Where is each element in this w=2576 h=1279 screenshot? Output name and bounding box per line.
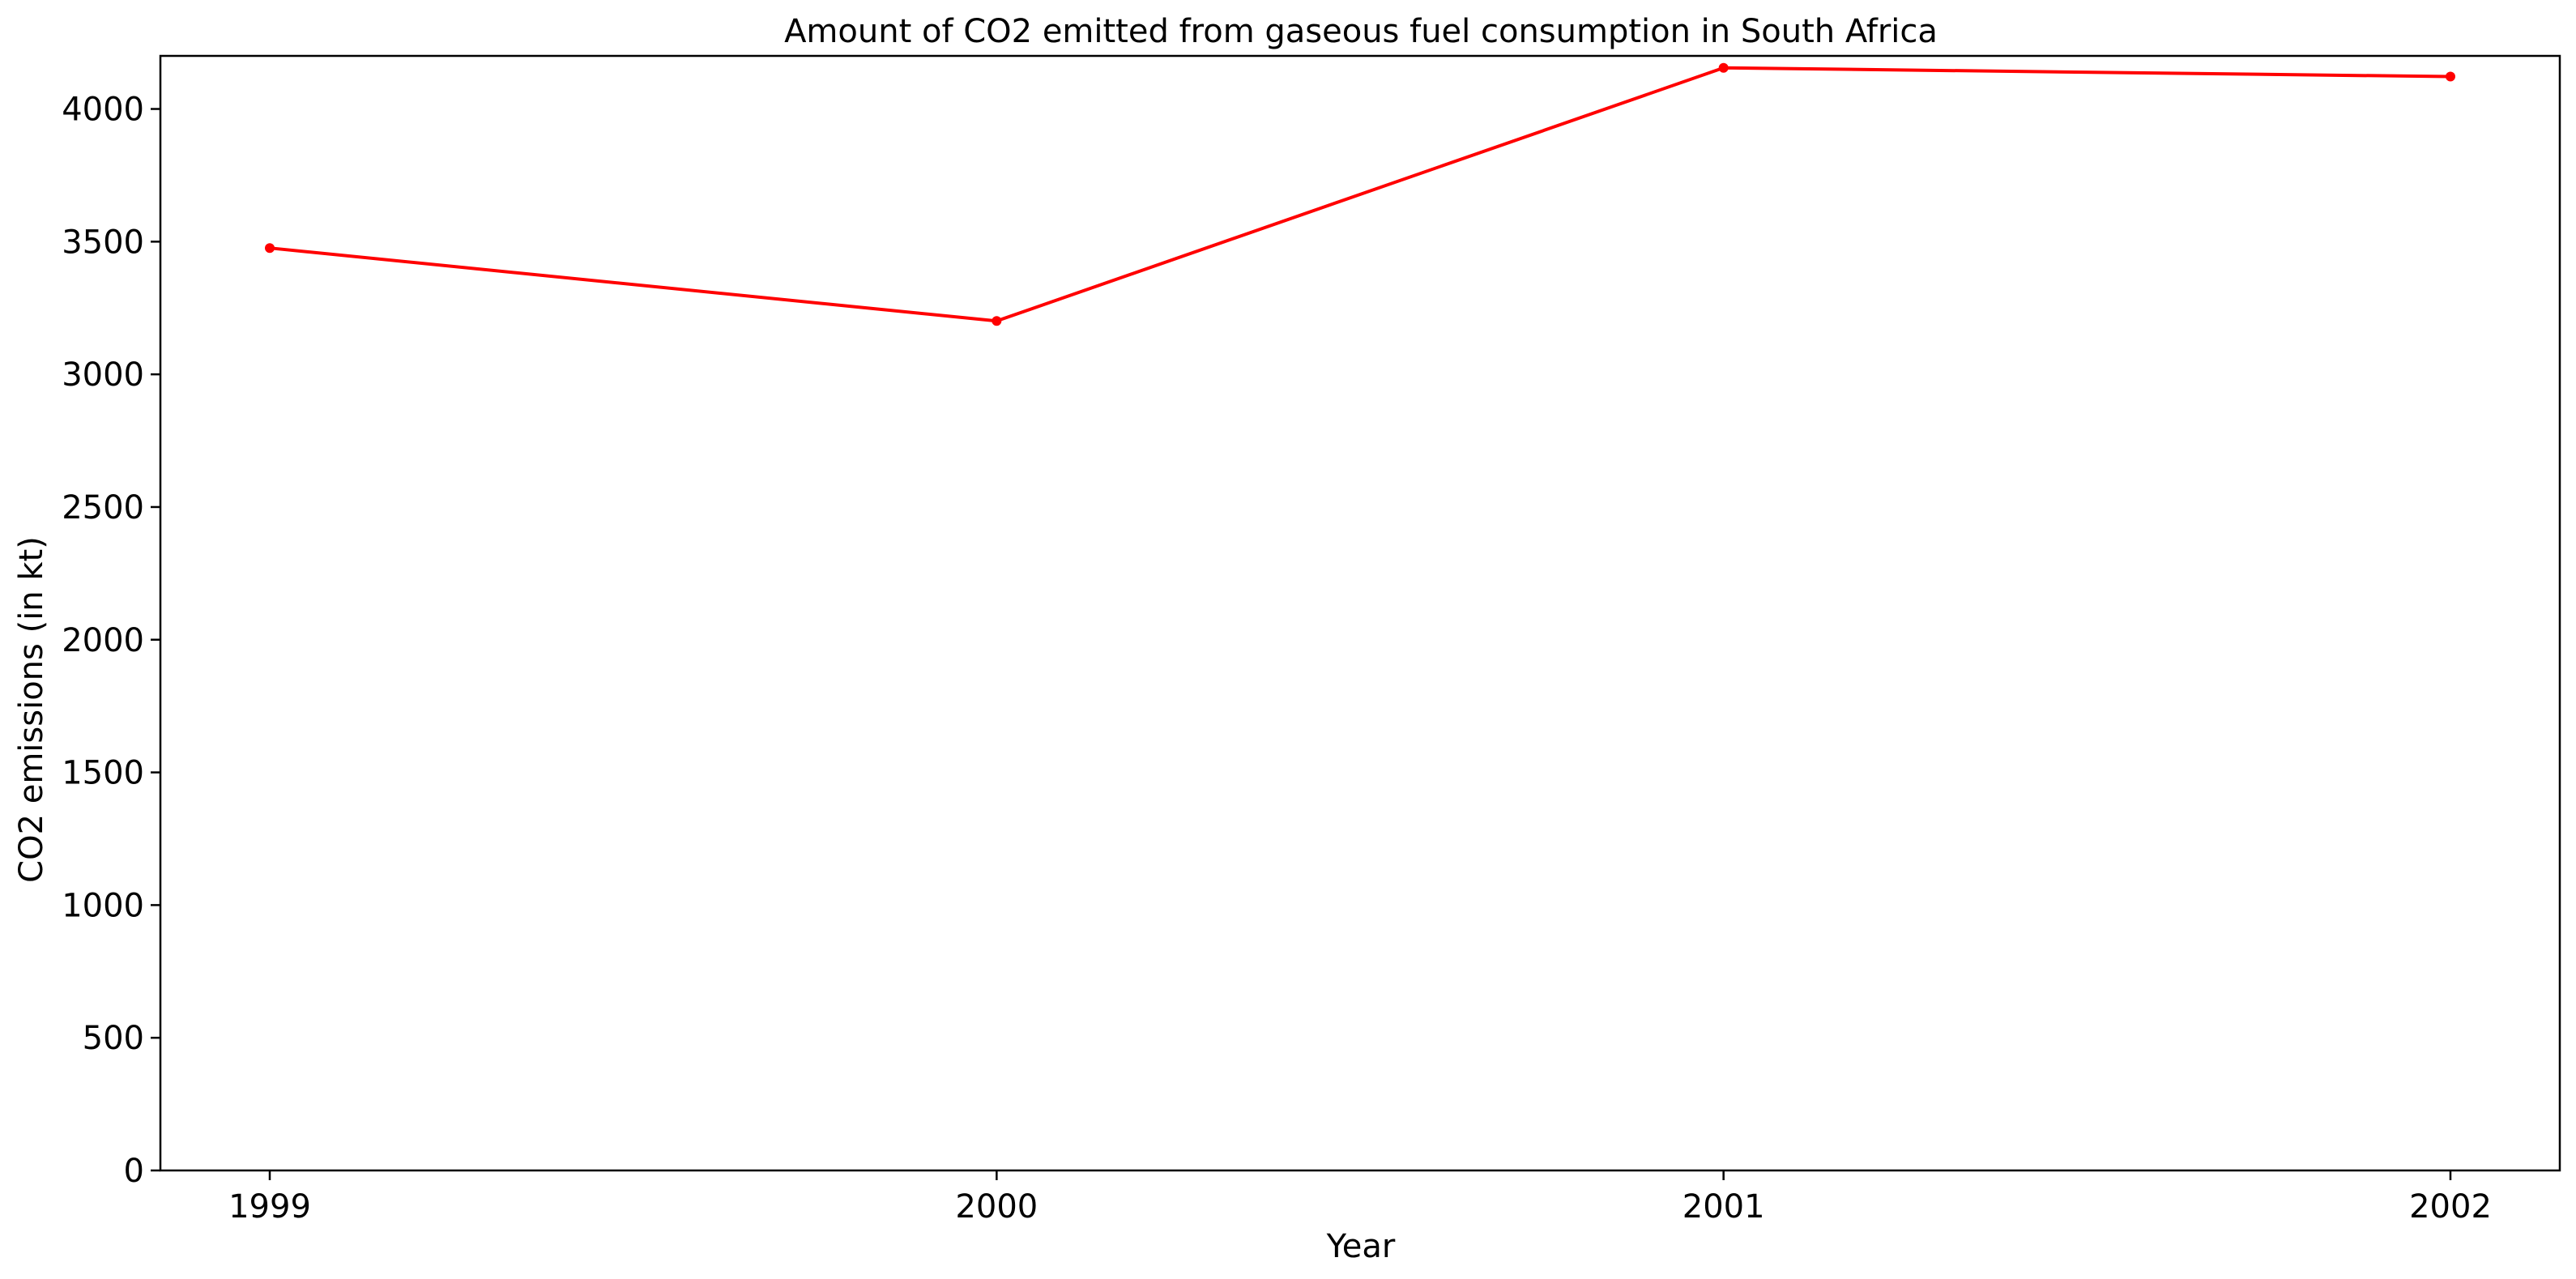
x-tick-label: 1999 <box>228 1188 311 1226</box>
x-tick-label: 2002 <box>2409 1188 2492 1226</box>
y-tick-label: 0 <box>124 1153 144 1190</box>
y-tick-label: 500 <box>83 1020 144 1057</box>
data-point <box>265 243 275 254</box>
y-axis-ticks: 0 500 1000 1500 2000 2500 3000 3500 4000 <box>62 92 160 1190</box>
y-axis-label: CO2 emissions (in kt) <box>13 536 50 883</box>
y-tick-label: 3000 <box>62 356 144 394</box>
series-layer <box>265 62 2455 326</box>
y-tick-label: 1500 <box>62 755 144 792</box>
y-tick-label: 3500 <box>62 224 144 261</box>
plot-frame <box>159 54 2561 1172</box>
x-tick-label: 2001 <box>1683 1188 1765 1226</box>
y-tick-label: 2000 <box>62 622 144 659</box>
y-tick-label: 1000 <box>62 887 144 924</box>
x-axis-label: Year <box>1326 1228 1396 1265</box>
data-point <box>2446 71 2455 82</box>
y-tick-label: 2500 <box>62 489 144 527</box>
x-tick-label: 2000 <box>955 1188 1038 1226</box>
x-axis-ticks: 1999 2000 2001 2002 <box>228 1170 2492 1226</box>
y-tick-label: 4000 <box>62 92 144 129</box>
data-point <box>992 316 1002 326</box>
data-point <box>1718 62 1729 73</box>
chart-title: Amount of CO2 emitted from gaseous fuel … <box>784 13 1938 50</box>
series-line <box>269 66 2451 323</box>
